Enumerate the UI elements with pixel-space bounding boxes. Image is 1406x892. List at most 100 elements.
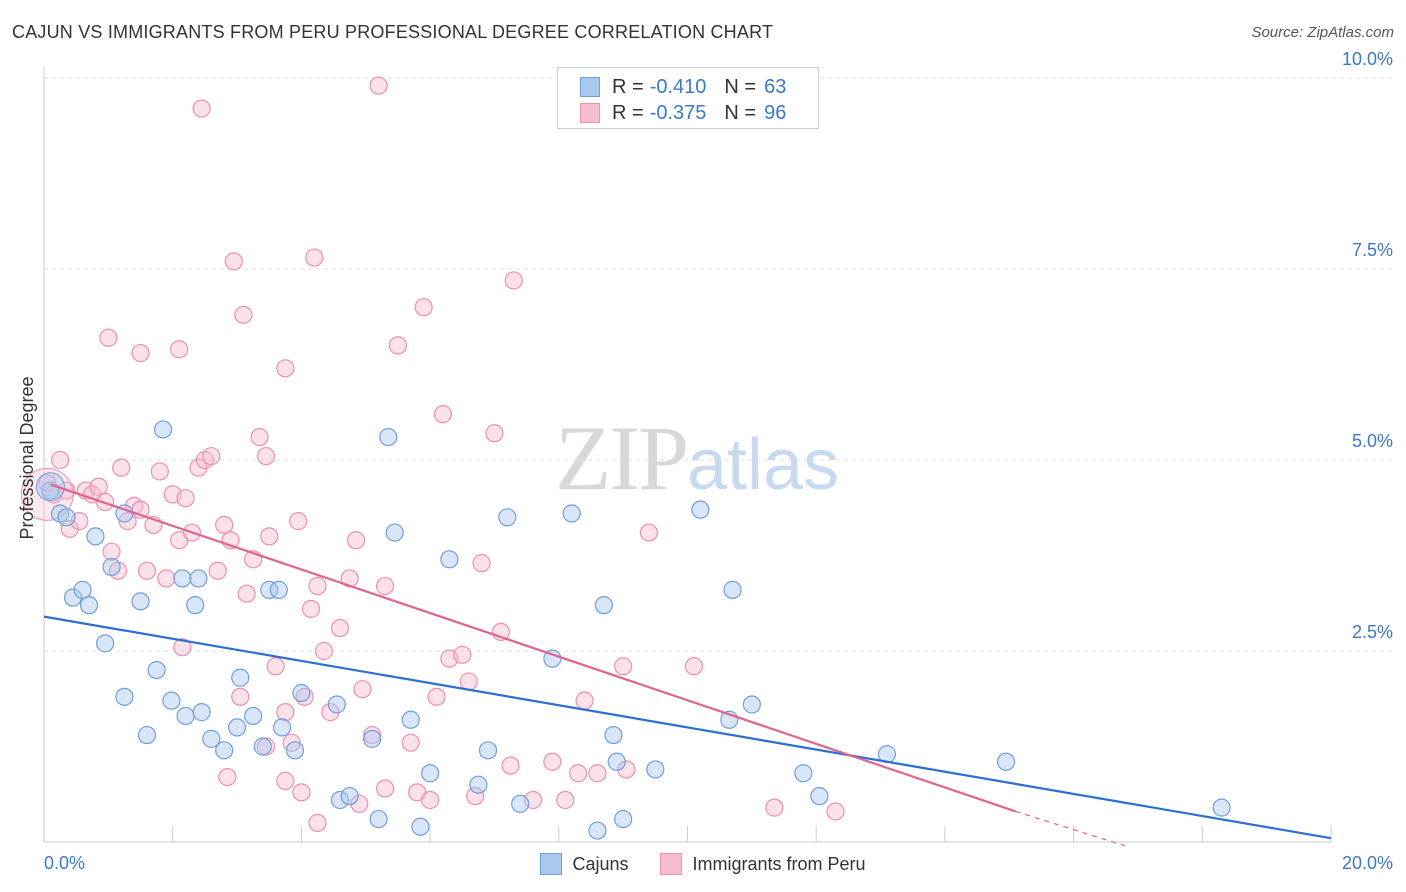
- series-legend: Cajuns Immigrants from Peru: [0, 851, 1406, 877]
- peru-point: [231, 687, 250, 706]
- cajun-point: [186, 596, 205, 615]
- trend-lines: [43, 483, 1332, 847]
- cajun-point: [137, 725, 157, 745]
- cajun-point: [79, 596, 99, 615]
- peru-point: [614, 657, 633, 676]
- peru-point: [314, 641, 334, 661]
- peru-point: [189, 458, 208, 477]
- peru-point: [260, 527, 279, 546]
- cajun-point: [562, 504, 581, 523]
- cajun-swatch: [580, 77, 600, 97]
- tick-labels: 2.5% 5.0% 7.5% 10.0% 0.0% 20.0%: [44, 49, 1393, 873]
- cajun-point: [285, 741, 305, 760]
- watermark: ZIPatlas: [555, 405, 839, 511]
- y-tick-label: 5.0%: [1352, 431, 1393, 451]
- peru-point: [131, 343, 150, 363]
- legend-label-peru: Immigrants from Peru: [692, 853, 866, 874]
- peru-point: [99, 328, 118, 347]
- peru-point: [414, 298, 433, 317]
- cajun-point: [192, 703, 211, 722]
- peru-point: [215, 515, 234, 535]
- peru-point: [218, 767, 237, 787]
- legend-row-cajuns: R = -0.410 N = 63: [580, 74, 786, 100]
- cajun-point: [340, 787, 359, 806]
- cajun-point: [202, 729, 221, 748]
- cajun-point: [96, 634, 115, 653]
- peru-point: [234, 305, 253, 324]
- cajun-point: [794, 764, 813, 783]
- peru-point: [353, 680, 372, 699]
- watermark-zip: ZIP: [555, 407, 689, 509]
- peru-point: [89, 477, 108, 496]
- peru-point: [266, 657, 285, 676]
- peru-point: [292, 783, 311, 802]
- peru-point: [224, 252, 243, 271]
- correlation-legend: R = -0.410 N = 63 R = -0.375 N = 96: [557, 67, 819, 129]
- peru-point: [192, 99, 211, 118]
- peru-point: [427, 687, 446, 706]
- cajun-point: [244, 706, 263, 726]
- peru-point: [501, 756, 520, 775]
- peru-point: [250, 427, 269, 447]
- series-peru-points: [20, 76, 845, 833]
- cajun-point: [102, 557, 121, 577]
- cajun-point: [385, 523, 404, 542]
- peru-point: [388, 336, 408, 355]
- peru-point: [202, 447, 221, 466]
- y-axis-label: Professional Degree: [17, 376, 37, 539]
- peru-point: [504, 271, 523, 290]
- peru-point: [556, 790, 575, 810]
- cajun-point: [272, 718, 292, 737]
- peru-point: [305, 248, 324, 267]
- peru-point: [176, 489, 195, 508]
- cajun-point: [723, 580, 742, 599]
- cajun-point: [162, 691, 181, 710]
- peru-swatch: [660, 853, 683, 875]
- cajun-point: [996, 752, 1016, 771]
- cajun-point: [215, 741, 234, 760]
- peru-point: [569, 764, 588, 783]
- cajun-point: [173, 569, 192, 588]
- cajun-point: [330, 790, 350, 810]
- peru-point: [459, 672, 478, 691]
- r-label: R =: [612, 75, 644, 98]
- x-tick-label: 0.0%: [44, 853, 85, 873]
- peru-point: [575, 691, 594, 710]
- peru-point: [173, 638, 192, 657]
- peru-point: [112, 458, 131, 477]
- watermark-atlas: atlas: [687, 425, 840, 505]
- cajun-point: [189, 569, 208, 588]
- cajun-point: [227, 718, 247, 737]
- cajun-point: [1212, 798, 1231, 817]
- cajun-point: [401, 710, 420, 729]
- peru-point: [301, 599, 321, 619]
- cajun-point: [607, 752, 626, 771]
- cajun-point: [478, 741, 498, 760]
- peru-point: [102, 542, 121, 561]
- cajun-point: [176, 706, 195, 726]
- r-value: -0.410: [649, 75, 707, 98]
- cajun-point: [131, 592, 150, 611]
- peru-point: [308, 576, 327, 596]
- cajun-point: [147, 660, 166, 680]
- axes: [43, 66, 1332, 843]
- y-tick-label: 10.0%: [1342, 49, 1393, 69]
- peru-trend-line: [50, 483, 1017, 813]
- peru-point: [765, 798, 784, 817]
- n-value: 63: [764, 75, 787, 98]
- peru-point: [289, 512, 308, 531]
- cajun-swatch: [540, 853, 563, 875]
- peru-point: [276, 703, 295, 722]
- cajun-point: [231, 668, 250, 687]
- peru-trend-extension: [1015, 810, 1126, 847]
- peru-point: [826, 802, 845, 821]
- peru-point: [684, 657, 704, 676]
- n-label: N =: [724, 101, 757, 124]
- peru-point: [237, 584, 256, 603]
- peru-point: [350, 794, 369, 813]
- peru-point: [401, 733, 420, 752]
- cajun-point: [73, 580, 92, 599]
- peru-point: [543, 752, 562, 771]
- y-tick-label: 7.5%: [1352, 240, 1393, 260]
- r-label: R =: [612, 101, 644, 124]
